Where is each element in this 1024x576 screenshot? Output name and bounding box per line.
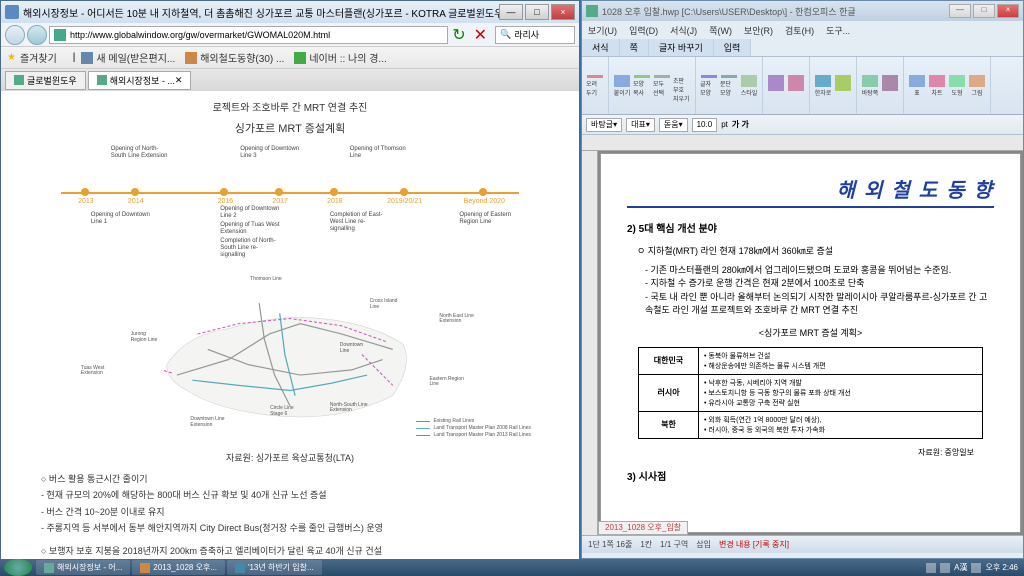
para-select[interactable]: 대표 ▾ [626,118,655,132]
ribbon-button[interactable]: 모두 선택 [653,75,671,97]
source-text: 자료원: 싱가포르 육상교통청(LTA) [41,451,539,464]
site-icon [54,29,66,41]
favorites-bar: ★ 즐겨찾기 | 새 메일(받은편지... 해외철도동향(30) ... 네이버… [1,47,579,69]
tray-icon[interactable] [926,563,936,573]
ribbon: 오려 두기 붙이기모양 복사모두 선택조판 부호 지우기 글자 모양문단 모양스타일… [582,57,1023,115]
hwp-titlebar[interactable]: 1028 오후 입찰.hwp [C:\Users\USER\Desktop\] … [582,1,1023,21]
taskbar: 해외시장정보 - 어... 2013_1028 오후... '13년 하반기 입… [0,559,1024,576]
ribbon-button[interactable]: 차트 [928,75,946,97]
ribbon-button[interactable] [881,75,899,97]
browser-tab[interactable]: 해외시장정보 - ... ✕ [88,71,192,90]
ribbon-button[interactable]: 도형 [948,75,966,97]
ribbon-button[interactable]: 한자로 [814,75,832,97]
document-area: 해 외 철 도 동 향 2) 5대 핵심 개선 분야 ㅇ 지하철(MRT) 라인… [582,135,1023,535]
page-content: 로젝트와 조호바루 간 MRT 연결 추진 싱가포르 MRT 증설계획 2013… [1,91,579,559]
hwp-window: 1028 오후 입찰.hwp [C:\Users\USER\Desktop\] … [581,0,1024,559]
document-tab[interactable]: 2013_1028 오후_입찰 [598,521,688,535]
fav-item[interactable]: 해외철도동향(30) ... [185,50,284,65]
ribbon-tab[interactable]: 쪽 [620,39,649,56]
system-tray: A漢 오후 2:46 [926,562,1024,573]
menu-item[interactable]: 보안(R) [744,24,773,37]
ribbon-button[interactable]: 문단 모양 [720,75,738,97]
forward-button[interactable] [27,25,47,45]
minimize-button[interactable]: — [949,4,971,18]
table-source: 자료원: 중앙일보 [627,447,974,458]
favorites-icon[interactable]: ★ [7,52,16,63]
menu-item[interactable]: 보기(U) [588,24,617,37]
ruler-vertical [582,151,598,535]
ribbon-button[interactable]: 붙이기 [613,75,631,97]
style-select[interactable]: 바탕글 ▾ [586,118,622,132]
content-line: 로젝트와 조호바루 간 MRT 연결 추진 [41,99,539,114]
tray-icon[interactable] [971,563,981,573]
status-bar: 1단 1쪽 16줄 1칸 1/1 구역 삽입 변경 내용 [기록 중지] [582,535,1023,553]
chart-title: 싱가포르 MRT 증설계획 [41,120,539,136]
back-button[interactable] [5,25,25,45]
taskbar-item[interactable]: 2013_1028 오후... [132,560,225,575]
map-legend: Existing Rail LinesLand Transport Master… [416,418,531,439]
favorites-label[interactable]: 즐겨찾기 [20,50,57,65]
ie-window: 해외시장정보 - 어디서든 10분 내 지하철역, 더 촘촘해진 싱가포르 교통… [0,0,580,559]
section-heading: 2) 5대 핵심 개선 분야 [627,220,994,235]
start-button[interactable] [4,559,32,576]
ribbon-button[interactable]: 조판 부호 지우기 [673,75,691,97]
ribbon-button[interactable]: 바탕쪽 [861,75,879,97]
ribbon-tab[interactable]: 입력 [714,39,752,56]
table-title: <싱가포르 MRT 증설 계획> [627,326,994,339]
ruler-horizontal [582,135,1023,151]
address-bar[interactable]: http://www.globalwindow.org/gw/overmarke… [49,26,448,44]
ribbon-button[interactable]: 모양 복사 [633,75,651,97]
ie-title: 해외시장정보 - 어디서든 10분 내 지하철역, 더 촘촘해진 싱가포르 교통… [23,5,499,20]
clock[interactable]: 오후 2:46 [985,562,1018,573]
ribbon-tab[interactable]: 글자 바꾸기 [649,39,714,56]
tray-icon[interactable] [940,563,950,573]
ribbon-button[interactable]: 오려 두기 [586,75,604,97]
taskbar-item[interactable]: '13년 하반기 입찰... [227,560,322,575]
ribbon-tab[interactable]: 서식 [582,39,620,56]
hwp-title: 1028 오후 입찰.hwp [C:\Users\USER\Desktop\] … [602,5,949,18]
body-text: ○ 버스 활용 통근시간 줄이기 - 현재 규모의 20%에 해당하는 800대… [41,472,539,558]
maximize-button[interactable]: □ [973,4,995,18]
ribbon-button[interactable] [834,75,852,97]
browser-tab[interactable]: 글로벌윈도우 [5,71,86,90]
document-page[interactable]: 해 외 철 도 동 향 2) 5대 핵심 개선 분야 ㅇ 지하철(MRT) 라인… [600,153,1021,533]
close-button[interactable]: × [551,4,575,20]
menu-bar: 보기(U) 입력(D) 서식(J) 쪽(W) 보안(R) 검토(H) 도구... [582,21,1023,39]
ribbon-button[interactable]: 표 [908,75,926,97]
menu-item[interactable]: 서식(J) [670,24,697,37]
format-toolbar: 바탕글 ▾ 대표 ▾ 돋움 ▾ 10.0 pt 가 가 [582,115,1023,135]
ie-titlebar[interactable]: 해외시장정보 - 어디서든 10분 내 지하철역, 더 촘촘해진 싱가포르 교통… [1,1,579,23]
ribbon-button[interactable]: 그림 [968,75,986,97]
ribbon-button[interactable] [787,75,805,97]
menu-item[interactable]: 도구... [826,24,850,37]
plan-table: 대한민국• 동북아 물류허브 건설 • 해상운송에만 의존하는 물류 시스템 개… [638,347,983,439]
size-select[interactable]: 10.0 [692,118,718,132]
ie-icon [5,5,19,19]
search-box[interactable]: 🔍라리사 [495,26,575,44]
timeline-chart: 201320142016201720182019/20/21Beyond 202… [41,144,539,254]
hwp-icon [586,5,598,17]
minimize-button[interactable]: — [499,4,523,20]
taskbar-item[interactable]: 해외시장정보 - 어... [36,560,130,575]
tab-bar: 글로벌윈도우 해외시장정보 - ... ✕ [1,69,579,91]
ribbon-button[interactable]: 스타일 [740,75,758,97]
mrt-map: Thomson LineJurong Region LineCross Isla… [41,262,539,447]
menu-item[interactable]: 검토(H) [785,24,814,37]
url-text: http://www.globalwindow.org/gw/overmarke… [70,30,330,40]
page-banner: 해 외 철 도 동 향 [627,174,994,208]
menu-item[interactable]: 쪽(W) [709,24,732,37]
ie-navbar: http://www.globalwindow.org/gw/overmarke… [1,23,579,47]
ime-indicator[interactable]: A漢 [954,562,967,573]
fav-item[interactable]: 네이버 :: 나의 경... [294,50,386,65]
font-select[interactable]: 돋움 ▾ [659,118,688,132]
close-button[interactable]: × [997,4,1019,18]
ribbon-button[interactable] [767,75,785,97]
section-heading: 3) 시사점 [627,468,994,483]
maximize-button[interactable]: □ [525,4,549,20]
fav-item[interactable]: 새 메일(받은편지... [81,50,175,65]
ribbon-button[interactable]: 글자 모양 [700,75,718,97]
ribbon-tabs: 서식쪽글자 바꾸기입력 [582,39,1023,57]
menu-item[interactable]: 입력(D) [629,24,658,37]
